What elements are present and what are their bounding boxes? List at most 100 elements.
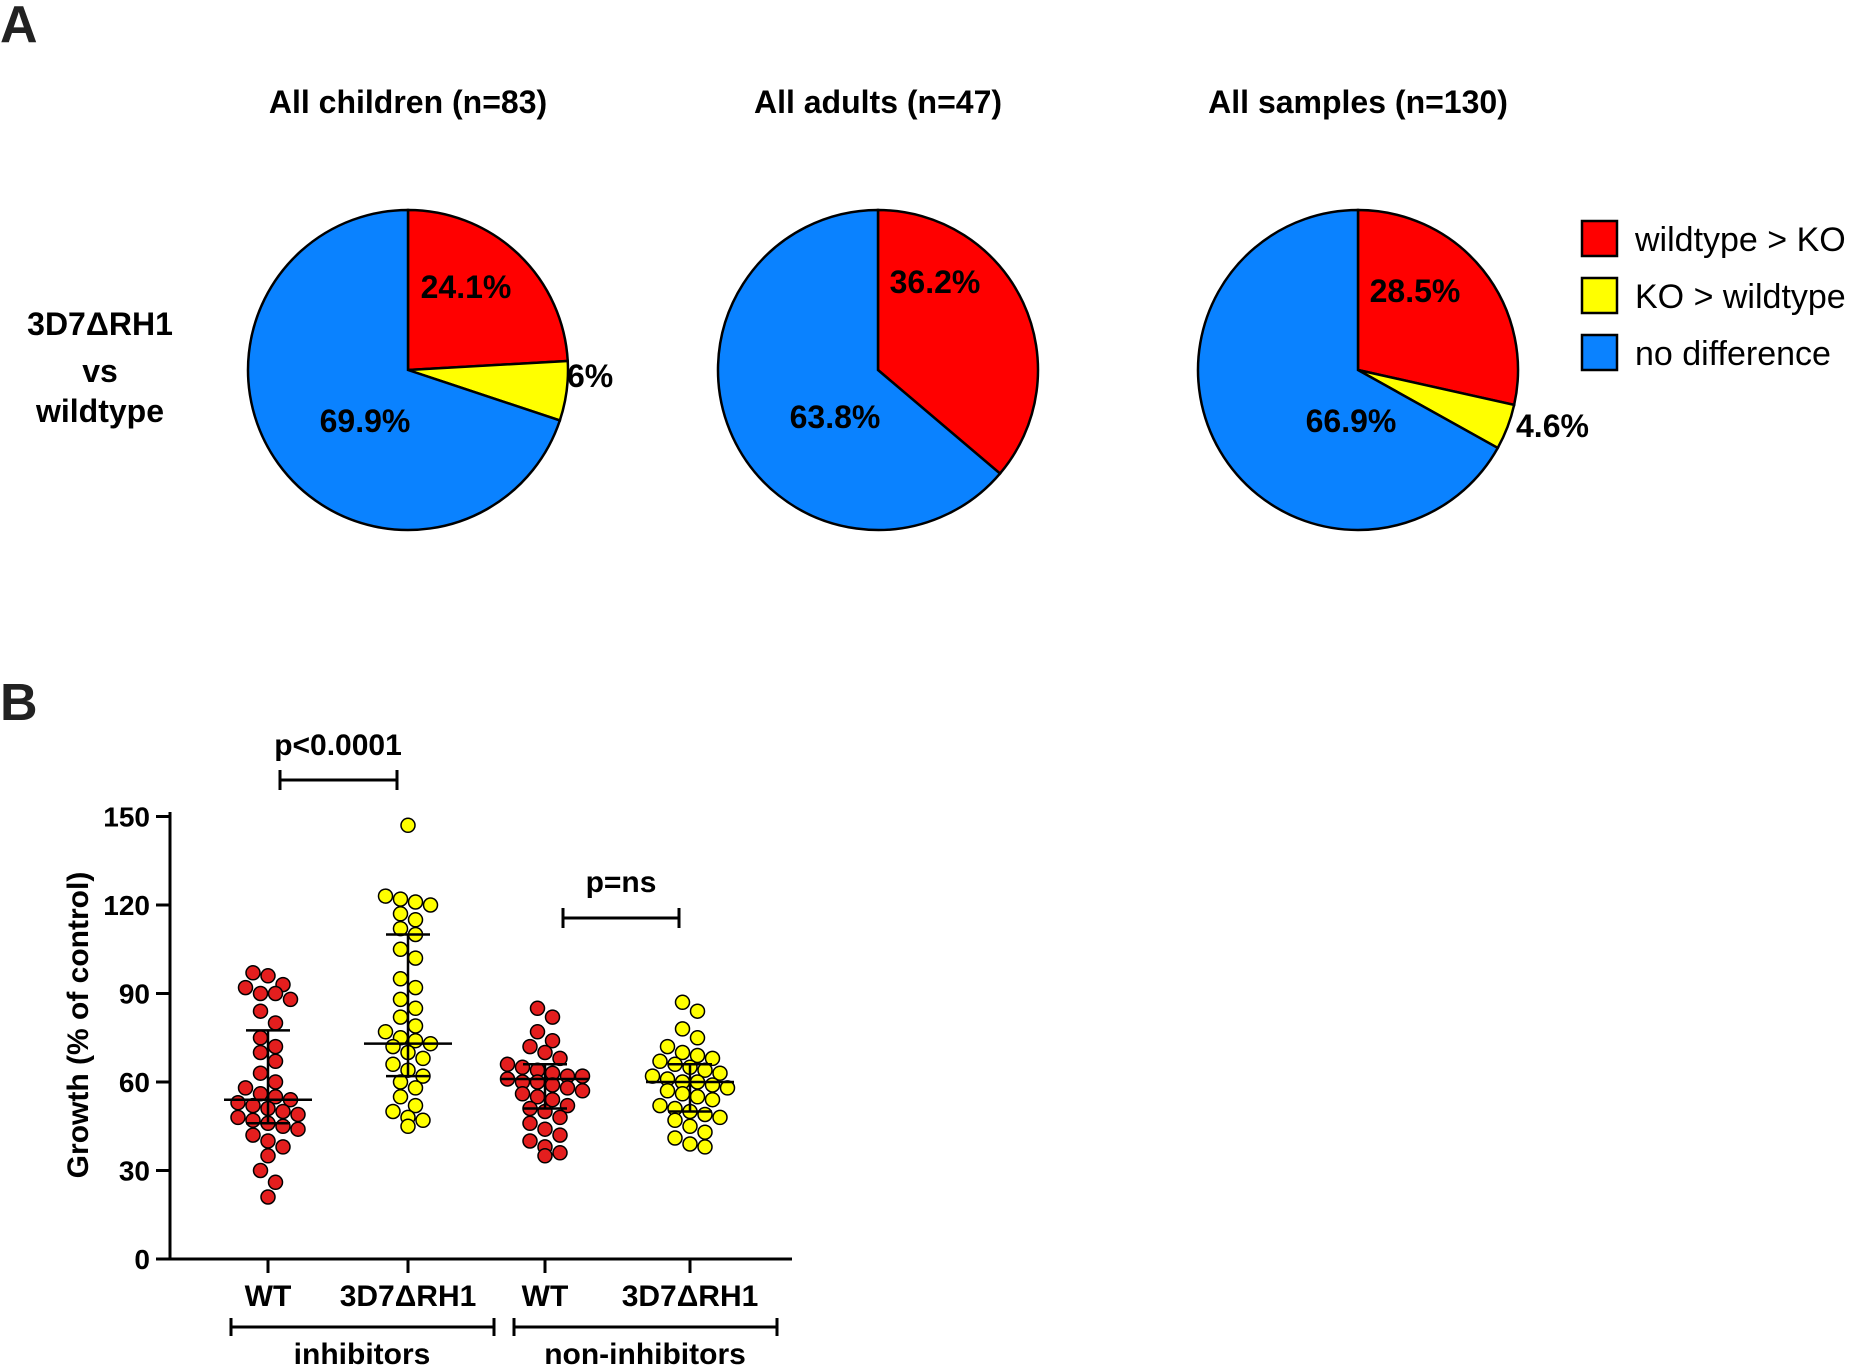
pie-all-samples: 28.5% 4.6% 66.9%	[1196, 208, 1589, 532]
data-point	[667, 1130, 683, 1146]
data-point	[267, 1053, 284, 1070]
scatter-groups	[224, 817, 736, 1273]
data-point	[522, 1115, 538, 1132]
data-point	[237, 1080, 254, 1096]
data-point	[290, 1106, 306, 1123]
data-point	[697, 1139, 713, 1155]
pie-slice-no-difference	[716, 208, 1002, 532]
data-point	[400, 1118, 416, 1135]
data-point	[385, 1038, 401, 1055]
legend-swatch-ko-gt-wildtype	[1580, 276, 1619, 315]
data-point	[392, 991, 409, 1008]
legend-swatch-wildtype-gt-ko	[1580, 219, 1619, 258]
data-point	[674, 1044, 691, 1061]
pie-slice-label-no-difference: 63.8%	[790, 399, 881, 435]
data-point	[514, 1086, 531, 1102]
y-tick-label: 0	[134, 1244, 150, 1275]
scatter-panel: Growth (% of control) 0 30 60 90 120 150 WT 3…	[62, 729, 792, 1367]
pie-slice-label-wildtype-ko: 24.1%	[421, 269, 512, 305]
data-point	[682, 1118, 698, 1135]
scatter-group-3	[499, 1000, 591, 1273]
data-point	[252, 1003, 269, 1019]
y-ticks: 0 30 60 90 120 150	[103, 802, 170, 1275]
data-point	[537, 1044, 553, 1061]
data-point	[252, 985, 269, 1002]
legend-label-no-difference: no difference	[1635, 335, 1831, 373]
data-point	[537, 1121, 553, 1137]
y-tick-label: 60	[119, 1067, 150, 1098]
data-point	[252, 1030, 269, 1046]
data-point	[682, 1136, 698, 1152]
pie-slice-label-wildtype-ko: 36.2%	[890, 264, 981, 300]
data-point	[260, 1148, 276, 1164]
pie-panel: 3D7ΔRH1 vs wildtype All children (n=83) …	[27, 84, 1846, 532]
data-point	[652, 1053, 668, 1070]
data-point	[267, 1074, 284, 1090]
data-point	[267, 1174, 284, 1191]
pie-slice-label-no-difference: 66.9%	[1306, 403, 1397, 439]
data-point	[252, 1044, 269, 1061]
data-point	[514, 1059, 531, 1076]
data-point	[267, 985, 284, 1002]
data-point	[282, 991, 299, 1008]
data-point	[245, 1112, 261, 1129]
data-point	[422, 897, 439, 913]
data-point	[252, 1065, 269, 1081]
data-point	[537, 1148, 553, 1164]
data-point	[529, 1074, 546, 1090]
data-point	[689, 1030, 706, 1046]
data-point	[415, 1050, 431, 1067]
row-label-line-1: 3D7ΔRH1	[27, 306, 173, 342]
group-label-inhibitors: inhibitors	[294, 1338, 431, 1367]
data-point	[392, 1009, 409, 1025]
data-point	[712, 1109, 728, 1126]
data-point	[385, 1103, 401, 1120]
pie-slice-label-ko-wildtype: 4.6%	[1516, 408, 1589, 444]
data-point	[252, 1162, 269, 1179]
data-point	[407, 950, 424, 966]
data-point	[529, 1000, 546, 1017]
data-point	[377, 1024, 394, 1040]
data-point	[407, 979, 424, 996]
data-point	[392, 1089, 409, 1105]
data-point	[674, 1086, 691, 1102]
data-point	[704, 1091, 721, 1108]
data-point	[245, 1127, 261, 1143]
data-point	[652, 1097, 668, 1114]
pie-slice-label-ko-wildtype: 6%	[567, 358, 613, 394]
pie-slice-no-difference	[246, 208, 562, 532]
data-point	[275, 1118, 291, 1135]
pie-slice-no-difference	[1196, 208, 1500, 532]
y-tick-label: 30	[119, 1156, 150, 1187]
data-point	[415, 1112, 431, 1129]
scatter-group-1	[224, 965, 312, 1273]
data-point	[552, 1109, 568, 1126]
pie-legend: wildtype > KO KO > wildtype no differenc…	[1580, 219, 1846, 373]
data-point	[267, 1038, 284, 1055]
pie-adults: 36.2% 63.8%	[716, 208, 1040, 532]
data-point	[230, 1109, 246, 1126]
data-point	[400, 817, 416, 834]
group-bracket-inhibitors	[229, 1318, 496, 1336]
data-point	[392, 941, 409, 958]
pie-children: 24.1% 6% 69.9%	[246, 208, 613, 532]
category-label-wt-inhibitors: WT	[245, 1280, 292, 1313]
panel-letter-b: B	[0, 674, 38, 732]
data-point	[407, 1097, 424, 1114]
panel-letter-a: A	[0, 0, 38, 54]
data-point	[407, 894, 424, 910]
data-point	[552, 1127, 568, 1143]
legend-label-wildtype-gt-ko: wildtype > KO	[1634, 221, 1846, 259]
data-point	[689, 1047, 706, 1064]
scatter-group-4	[644, 994, 736, 1273]
data-point	[267, 1015, 284, 1031]
y-axis-title: Growth (% of control)	[62, 872, 95, 1179]
category-label-ko-non-inhibitors: 3D7ΔRH1	[622, 1280, 759, 1313]
data-point	[230, 1094, 246, 1111]
data-point	[529, 1024, 546, 1040]
data-point	[544, 1032, 561, 1049]
data-point	[392, 891, 409, 907]
data-point	[659, 1083, 676, 1099]
data-point	[697, 1124, 713, 1140]
y-tick-label: 120	[103, 890, 150, 921]
